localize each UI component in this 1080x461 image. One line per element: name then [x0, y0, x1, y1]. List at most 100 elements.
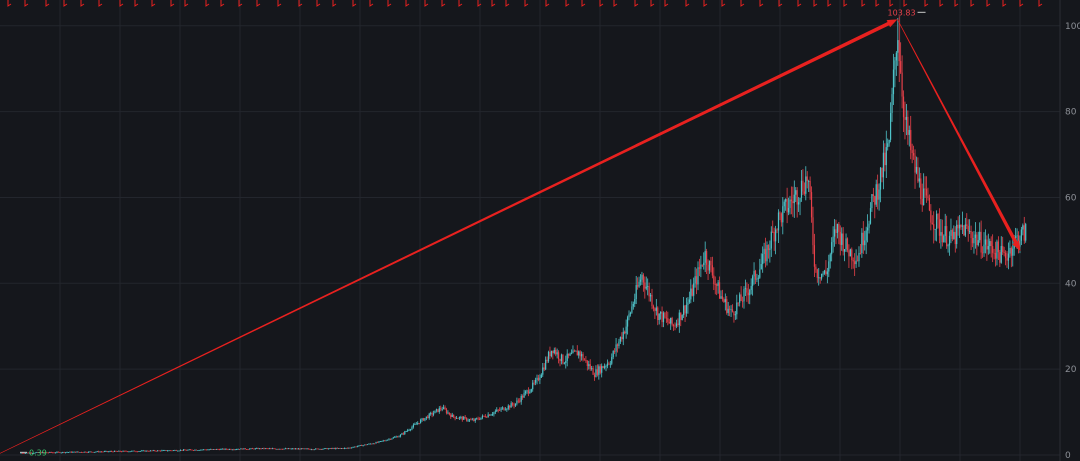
candle-body	[366, 444, 369, 446]
candle-body	[823, 270, 826, 274]
candle-body	[191, 449, 193, 451]
candle-body	[316, 448, 318, 450]
candle-body	[690, 288, 692, 300]
candle-body	[257, 448, 259, 449]
candle-body	[937, 213, 939, 220]
y-tick-label: 100	[1065, 22, 1080, 32]
candle-body	[125, 450, 127, 452]
candle-body	[879, 167, 882, 190]
candle-body	[818, 277, 820, 279]
candle-body	[668, 321, 670, 324]
candle-body	[924, 188, 926, 190]
candle-body	[112, 451, 114, 453]
candle-body	[615, 344, 617, 352]
candle-body	[227, 449, 229, 451]
candle-body	[555, 349, 557, 355]
candle-body	[248, 448, 251, 450]
candle-body	[149, 450, 151, 452]
candle-body	[543, 367, 545, 370]
candle-body	[573, 350, 575, 352]
candle-body	[323, 448, 325, 450]
candle-body	[315, 448, 317, 450]
candle-body	[524, 391, 527, 394]
candle-body	[706, 251, 708, 265]
candle-body	[277, 448, 279, 450]
candle-body	[897, 40, 899, 53]
candle-body	[792, 201, 794, 204]
candle-body	[809, 181, 811, 193]
event-marker	[970, 0, 975, 7]
candle-body	[280, 448, 282, 450]
candle-body	[821, 273, 823, 279]
event-marker	[256, 0, 261, 7]
candle-body	[365, 444, 367, 446]
candle-body	[634, 299, 636, 304]
candle-body	[734, 314, 736, 316]
candle-body	[759, 269, 761, 278]
candle-body	[635, 285, 637, 300]
event-marker	[98, 0, 103, 7]
candle-body	[855, 260, 857, 265]
candle-body	[52, 452, 54, 454]
candle-body	[164, 450, 166, 451]
candle-body	[813, 245, 816, 267]
candle-body	[898, 40, 900, 62]
candle-body	[228, 449, 231, 450]
candle-body	[534, 380, 537, 383]
candle-body	[103, 451, 106, 453]
candle-body	[146, 450, 149, 452]
candle-body	[710, 260, 712, 266]
candle-body	[750, 285, 752, 290]
candle-body	[688, 299, 690, 303]
candle-body	[808, 181, 810, 182]
candle-body	[852, 260, 854, 262]
candle-body	[838, 223, 840, 232]
candle-body	[885, 147, 887, 166]
candle-body	[234, 449, 236, 451]
candle-body	[589, 364, 591, 369]
candle-body	[307, 448, 310, 450]
candle-body	[803, 191, 805, 194]
candle-body	[578, 351, 580, 356]
candle-body	[113, 450, 116, 452]
candle-body	[608, 363, 610, 365]
candle-body	[996, 241, 998, 259]
candle-body	[601, 366, 603, 373]
candle-body	[359, 445, 361, 446]
candle-body	[46, 452, 48, 454]
candle-body	[427, 416, 429, 419]
event-marker	[581, 0, 586, 7]
candle-body	[355, 446, 357, 448]
candle-body	[405, 431, 407, 432]
candle-body	[56, 451, 58, 453]
candle-body	[306, 448, 308, 450]
candle-body	[777, 212, 780, 231]
candle-body	[335, 447, 337, 449]
candle-body	[707, 264, 709, 271]
event-marker	[316, 0, 321, 7]
candle-body	[783, 201, 785, 207]
candle-body	[168, 450, 170, 452]
candle-body	[290, 448, 292, 450]
candle-body	[60, 452, 62, 454]
event-marker	[759, 0, 764, 7]
candle-body	[764, 248, 767, 262]
candle-body	[450, 414, 452, 417]
candle-body	[92, 451, 94, 453]
event-marker	[405, 0, 410, 7]
candle-body	[50, 452, 52, 453]
candle-body	[1025, 224, 1027, 241]
candle-body	[496, 409, 498, 412]
candle-body	[891, 94, 893, 114]
candle-body	[464, 417, 466, 418]
candle-body	[372, 443, 374, 445]
candle-body	[165, 450, 167, 451]
candle-body	[877, 184, 879, 200]
candle-body	[986, 239, 988, 250]
candle-body	[145, 450, 147, 452]
event-marker	[939, 0, 944, 7]
candle-body	[44, 452, 47, 454]
candle-body	[743, 289, 745, 302]
candle-body	[782, 206, 784, 223]
candle-body	[749, 289, 751, 296]
